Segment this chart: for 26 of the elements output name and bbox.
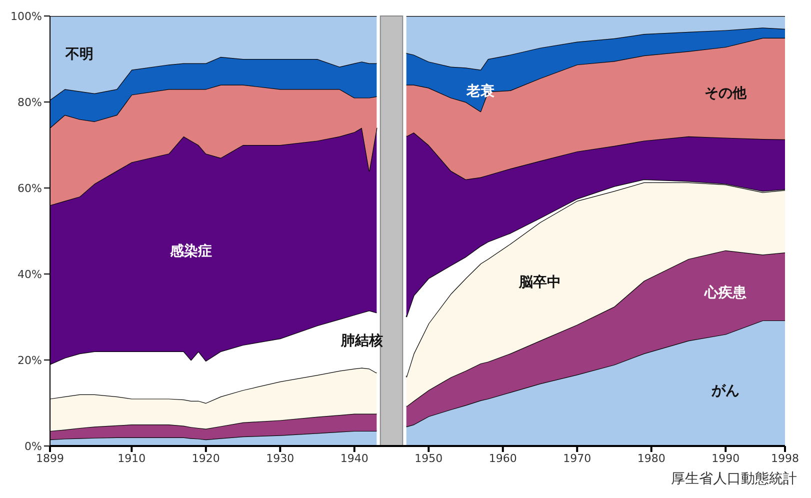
series-label: 老衰 [466, 82, 495, 100]
series-label: がん [710, 383, 740, 400]
y-tick-label: 100% [10, 10, 42, 23]
x-tick-label: 1920 [192, 452, 220, 465]
series-label: 不明 [64, 46, 94, 63]
x-tick-label: 1940 [340, 452, 368, 465]
y-tick-label: 0% [24, 440, 42, 453]
x-tick-label: 1899 [36, 452, 64, 465]
x-tick-label: 1960 [488, 452, 517, 465]
x-tick-label: 1970 [563, 452, 592, 465]
y-tick-label: 20% [18, 354, 42, 367]
series-label: 心疾患 [704, 284, 748, 302]
x-tick-label: 1910 [118, 452, 146, 465]
series-label: その他 [704, 85, 748, 102]
x-tick-label: 1980 [637, 452, 666, 465]
x-tick-label: 1930 [266, 452, 294, 465]
series-label: 肺結核 [340, 333, 383, 350]
x-tick-label: 1950 [414, 452, 443, 465]
y-tick-label: 60% [18, 182, 42, 195]
x-tick-label: 1998 [771, 452, 799, 465]
y-tick-label: 40% [18, 268, 42, 281]
series-label: 感染症 [169, 242, 212, 260]
x-tick-label: 1990 [712, 452, 740, 465]
series-label: 脳卒中 [518, 273, 561, 290]
text: 厚生省人口動態統計 [670, 470, 798, 488]
y-tick-label: 80% [18, 96, 42, 109]
